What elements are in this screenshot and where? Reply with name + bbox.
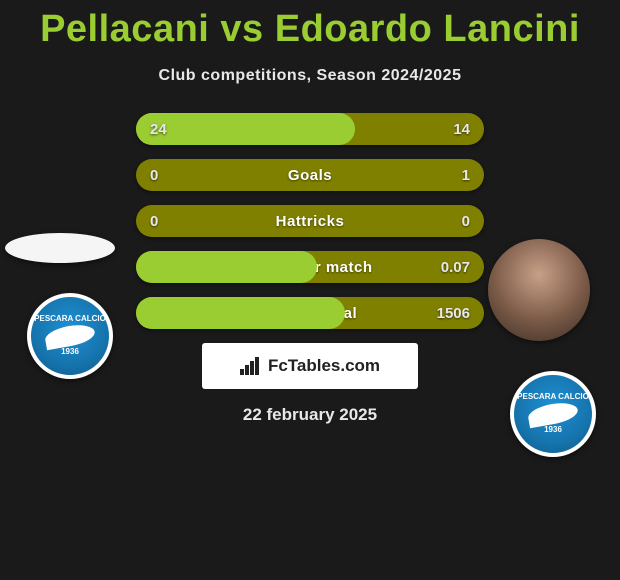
stats-container: PESCARA CALCIO 1936 PESCARA CALCIO 1936 … [0,113,620,329]
club-name: PESCARA CALCIO [517,393,589,402]
stat-fill [136,113,355,145]
stat-right-value: 0 [462,213,470,230]
stat-right-value: 0.07 [441,259,470,276]
stat-right-value: 14 [453,121,470,138]
club-name: PESCARA CALCIO [34,315,106,324]
stat-label: Hattricks [276,213,345,230]
stat-right-value: 1506 [437,305,470,322]
club-year: 1936 [34,348,106,357]
club-left-badge: PESCARA CALCIO 1936 [27,293,113,379]
stat-left-value: 0 [150,167,158,184]
stat-fill [136,251,317,283]
dolphin-icon [527,400,580,428]
stat-left-value: 0 [150,213,158,230]
brand-text: FcTables.com [268,356,380,376]
stat-right-value: 1 [462,167,470,184]
bar-chart-icon [240,357,262,375]
stat-row-hattricks: 0 Hattricks 0 [136,205,484,237]
stat-row-goals: 0 Goals 1 [136,159,484,191]
club-right-inner: PESCARA CALCIO 1936 [517,393,589,435]
page-title: Pellacani vs Edoardo Lancini [0,0,620,51]
player-right-avatar [488,239,590,341]
dolphin-icon [44,322,97,350]
stat-label: Goals [288,167,332,184]
club-right-badge: PESCARA CALCIO 1936 [510,371,596,457]
stat-left-value: 24 [150,121,167,138]
stat-row-matches: 24 Matches 14 [136,113,484,145]
brand-box[interactable]: FcTables.com [202,343,418,389]
stat-row-mpg: Min per goal 1506 [136,297,484,329]
club-left-inner: PESCARA CALCIO 1936 [34,315,106,357]
player-left-avatar [5,233,115,263]
subtitle: Club competitions, Season 2024/2025 [0,67,620,85]
stat-row-gpm: Goals per match 0.07 [136,251,484,283]
stat-fill [136,297,345,329]
club-year: 1936 [517,426,589,435]
